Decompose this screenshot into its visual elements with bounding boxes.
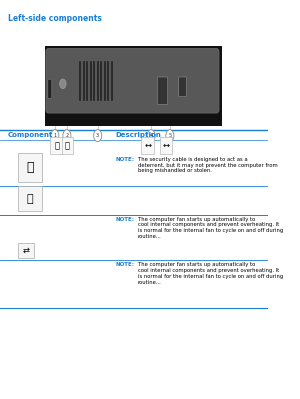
Circle shape bbox=[63, 130, 71, 142]
Text: 1: 1 bbox=[53, 133, 56, 138]
Text: 🔌: 🔌 bbox=[65, 141, 70, 150]
Circle shape bbox=[94, 130, 102, 142]
Circle shape bbox=[147, 130, 155, 142]
Text: 4: 4 bbox=[150, 133, 153, 138]
Text: ↔: ↔ bbox=[162, 141, 169, 150]
FancyBboxPatch shape bbox=[160, 137, 172, 154]
Text: 🔌: 🔌 bbox=[27, 194, 33, 205]
FancyBboxPatch shape bbox=[61, 137, 73, 154]
Bar bbox=[46, 46, 222, 126]
FancyBboxPatch shape bbox=[141, 137, 154, 154]
Text: 🔒: 🔒 bbox=[26, 161, 34, 174]
FancyBboxPatch shape bbox=[18, 153, 42, 182]
Text: Left-side components: Left-side components bbox=[8, 14, 102, 23]
Text: ↔: ↔ bbox=[144, 141, 151, 150]
FancyBboxPatch shape bbox=[18, 243, 34, 258]
Text: NOTE:: NOTE: bbox=[115, 157, 134, 162]
FancyBboxPatch shape bbox=[157, 77, 168, 105]
FancyBboxPatch shape bbox=[18, 186, 42, 211]
Text: Component: Component bbox=[8, 132, 53, 138]
Circle shape bbox=[166, 130, 174, 142]
Text: The security cable is designed to act as a
deterrent, but it may not prevent the: The security cable is designed to act as… bbox=[138, 157, 278, 174]
Text: 🔒: 🔒 bbox=[54, 141, 59, 150]
Text: NOTE:: NOTE: bbox=[115, 262, 134, 267]
FancyBboxPatch shape bbox=[48, 79, 52, 98]
Circle shape bbox=[51, 130, 59, 142]
FancyBboxPatch shape bbox=[50, 137, 63, 154]
Text: The computer fan starts up automatically to
cool internal components and prevent: The computer fan starts up automatically… bbox=[138, 217, 283, 239]
Text: NOTE:: NOTE: bbox=[115, 217, 134, 222]
Circle shape bbox=[60, 79, 66, 89]
Text: Description: Description bbox=[115, 132, 161, 138]
FancyBboxPatch shape bbox=[46, 49, 219, 113]
Text: ⇄: ⇄ bbox=[22, 246, 30, 255]
Text: 2: 2 bbox=[65, 133, 68, 138]
FancyBboxPatch shape bbox=[179, 77, 187, 97]
Text: 3: 3 bbox=[96, 133, 99, 138]
Text: The computer fan starts up automatically to
cool internal components and prevent: The computer fan starts up automatically… bbox=[138, 262, 283, 284]
Text: 5: 5 bbox=[168, 133, 171, 138]
